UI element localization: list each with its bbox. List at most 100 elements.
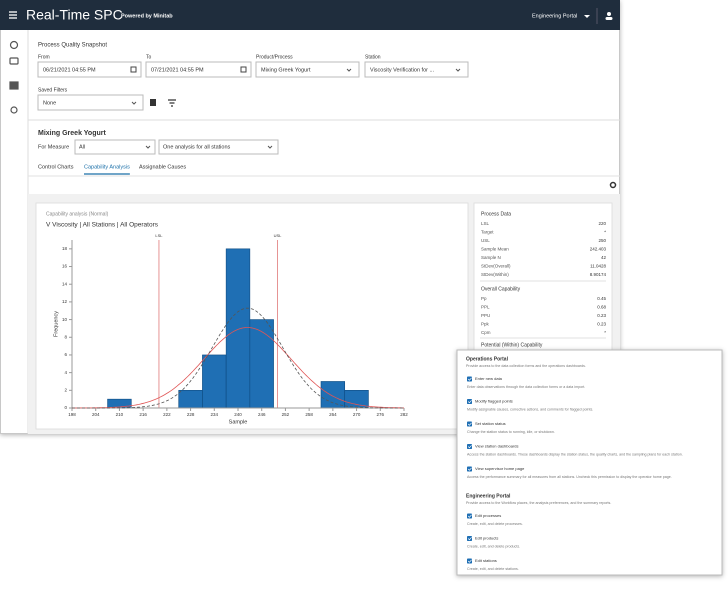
checkmark — [467, 537, 472, 541]
field-input[interactable] — [364, 61, 469, 78]
field-input[interactable] — [255, 61, 360, 78]
y-tick-label: 0 — [64, 405, 67, 410]
field-label: From — [38, 54, 50, 60]
x-tick-label: 282 — [400, 412, 408, 417]
y-tick-label: 6 — [64, 352, 67, 357]
checkbox[interactable] — [467, 421, 472, 427]
filters-heading: Process Quality Snapshot — [38, 43, 107, 49]
permission-label: View supervisor home page — [475, 466, 525, 471]
checkbox[interactable] — [467, 536, 472, 541]
top-bar — [0, 0, 620, 30]
permission-description: Change the station status to running, id… — [467, 430, 555, 434]
portal-menu[interactable]: Engineering Portal — [532, 13, 577, 19]
checkbox[interactable] — [467, 444, 472, 449]
stats-value: 242.403 — [590, 247, 607, 252]
x-tick-label: 252 — [282, 412, 290, 417]
chart-subtitle: V Viscosity | All Stations | All Operato… — [46, 222, 159, 229]
stats-value: 42 — [601, 255, 607, 260]
permission-description: Access the performance summary for all m… — [467, 475, 672, 479]
x-tick-label: 228 — [187, 412, 195, 417]
permission-description: Access the station dashboards. These das… — [467, 452, 683, 456]
stats: Process Data LSL 220 Target * USL 250 Sample Me… — [480, 211, 606, 348]
x-tick-label: 234 — [211, 412, 219, 417]
y-tick-label: 8 — [64, 334, 67, 339]
stats-value: 0.68 — [597, 305, 606, 310]
checkbox[interactable] — [467, 376, 472, 382]
bar — [344, 390, 369, 409]
stats-label: PPU — [481, 313, 490, 318]
tab[interactable]: Assignable Causes — [139, 164, 186, 170]
permission-description: Create, edit, and delete stations. — [467, 567, 519, 571]
x-tick-label: 246 — [258, 412, 266, 417]
bar — [249, 319, 274, 409]
stats-value: * — [604, 230, 606, 235]
normal-curve — [72, 327, 404, 409]
field-input[interactable] — [37, 61, 142, 78]
checkbox[interactable] — [467, 466, 472, 472]
stats-label: PPL — [481, 305, 490, 310]
stats-value: * — [604, 330, 606, 335]
field-label: Saved Filters — [38, 87, 68, 93]
checkbox[interactable] — [467, 513, 472, 519]
checkmark — [467, 445, 472, 449]
checkbox[interactable] — [467, 399, 472, 404]
permissions-panel — [456, 349, 723, 576]
tab[interactable]: Capability Analysis — [84, 164, 130, 170]
calendar-icon — [130, 66, 137, 73]
field-value: Viscosity Verification for ... — [370, 67, 435, 73]
mode-select[interactable] — [158, 139, 279, 155]
section-description: Provide access to the Workflow places, t… — [466, 501, 611, 505]
permission-description: Create, edit, and delete processes. — [467, 522, 523, 526]
spec-limit-label: LSL — [155, 233, 163, 238]
stats-value: 0.23 — [597, 322, 606, 327]
section-title: Operations Portal — [466, 356, 509, 362]
stats-label: Sample N — [481, 255, 501, 260]
y-tick-label: 10 — [62, 317, 68, 322]
stats-label: Target — [481, 230, 494, 235]
stats-value: 11.0428 — [590, 264, 606, 269]
spec-limit-label: USL — [274, 233, 283, 238]
permission-label: Set station status — [475, 421, 506, 426]
x-axis-label: Sample — [229, 419, 248, 425]
bar — [178, 390, 203, 409]
filter-icon[interactable] — [168, 99, 176, 107]
field-input[interactable] — [145, 61, 252, 78]
permission-label: Modify flagged points — [475, 399, 513, 404]
stats-heading: Potential (Within) Capability — [481, 342, 543, 348]
checkbox[interactable] — [467, 558, 472, 564]
y-tick-label: 12 — [62, 299, 68, 304]
measure-label: For Measure — [38, 144, 69, 150]
caret — [131, 101, 137, 105]
settings-icon[interactable] — [609, 181, 617, 189]
tab[interactable]: Control Charts — [38, 164, 74, 170]
field-label: Product/Process — [256, 54, 293, 60]
field-value: None — [43, 100, 56, 106]
menu-icon[interactable] — [9, 11, 17, 19]
measure-select[interactable] — [74, 139, 156, 155]
permission-description: Modify assignable causes, corrective act… — [467, 407, 593, 411]
stats-heading: Overall Capability — [481, 286, 521, 292]
x-tick-label: 222 — [163, 412, 171, 417]
stats-label: Pp — [481, 296, 487, 301]
permissions: Operations Portal Provide access to the d… — [466, 356, 683, 571]
bar — [225, 248, 251, 409]
stats-label: LSL — [481, 221, 490, 226]
checkmark — [467, 559, 472, 563]
checkmark — [467, 422, 472, 426]
powered-by: Powered by Minitab — [121, 13, 173, 19]
y-tick-label: 16 — [62, 264, 68, 269]
mode-value: One analysis for all stations — [163, 144, 231, 150]
sidebar-icons[interactable] — [9, 40, 19, 114]
analysis-title: Mixing Greek Yogurt — [38, 130, 106, 137]
save-icon[interactable] — [150, 99, 156, 106]
x-tick-label: 258 — [305, 412, 313, 417]
field-value: 07/21/2021 04:55 PM — [151, 67, 204, 73]
field-input[interactable] — [37, 94, 144, 111]
x-tick-label: 240 — [234, 412, 242, 417]
portal-caret — [584, 15, 590, 18]
calendar-icon — [240, 66, 247, 73]
permission-label: Edit stations — [475, 558, 497, 563]
user-icon[interactable] — [605, 12, 613, 20]
